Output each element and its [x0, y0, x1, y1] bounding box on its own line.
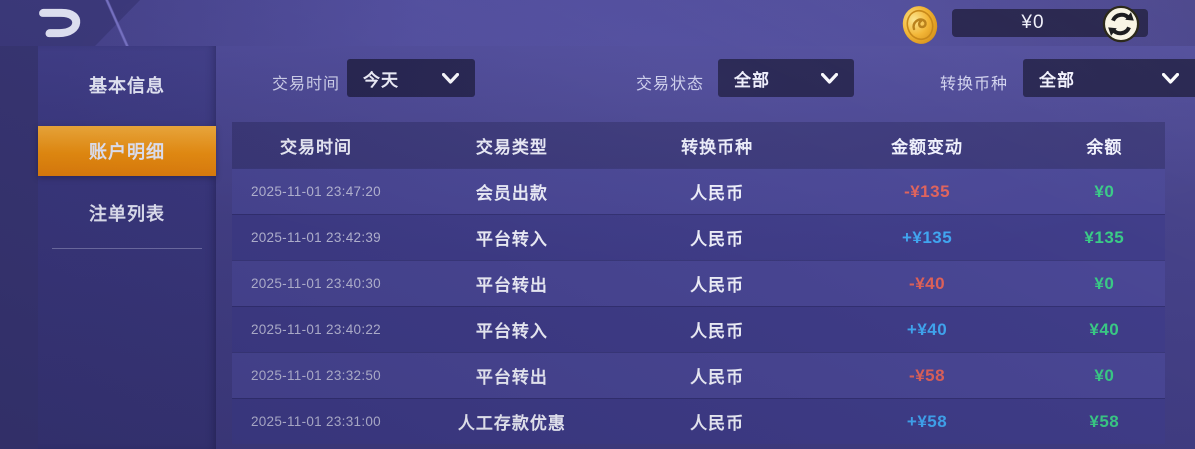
cell-balance: ¥40 [1089, 319, 1120, 339]
cell-balance: ¥0 [1094, 181, 1115, 201]
column-header-currency: 转换币种 [681, 137, 754, 157]
sidebar-item-bet-list[interactable]: 注单列表 [38, 188, 216, 238]
table-row: 2025-11-01 23:31:00 人工存款优惠 人民币 +¥58 ¥58 [232, 398, 1165, 444]
cell-time: 2025-11-01 23:32:50 [250, 368, 381, 383]
dropdown-currency[interactable]: 全部 [1023, 59, 1195, 97]
column-header-balance: 余额 [1086, 137, 1123, 157]
column-header-time: 交易时间 [279, 137, 352, 157]
cell-type: 会员出款 [475, 184, 548, 203]
column-header-type: 交易类型 [475, 137, 548, 157]
dropdown-transaction-time[interactable]: 今天 [347, 59, 475, 97]
cell-amount: -¥135 [904, 181, 951, 201]
top-bar: ¥0 [0, 0, 1195, 46]
cell-currency: 人民币 [690, 322, 745, 341]
diagonal-divider [94, 0, 140, 46]
gold-coin-icon [902, 6, 938, 44]
refresh-arrows-icon [1102, 5, 1140, 43]
chevron-down-icon [442, 72, 459, 84]
sidebar: 基本信息 账户明细 注单列表 [38, 46, 216, 449]
table-row: 2025-11-01 23:32:50 平台转出 人民币 -¥58 ¥0 [232, 352, 1165, 398]
app-logo-icon [39, 8, 81, 38]
chevron-down-icon [821, 72, 838, 84]
table-row: 2025-11-01 23:40:30 平台转出 人民币 -¥40 ¥0 [232, 260, 1165, 306]
cell-type: 平台转入 [475, 230, 548, 249]
cell-amount: +¥135 [901, 227, 953, 247]
cell-balance: ¥58 [1089, 411, 1120, 431]
cell-amount: -¥40 [909, 273, 946, 293]
cell-time: 2025-11-01 23:40:30 [250, 276, 381, 291]
cell-balance: ¥0 [1094, 365, 1115, 385]
sidebar-item-account-details[interactable]: 账户明细 [38, 126, 216, 176]
sidebar-item-label: 基本信息 [89, 76, 165, 96]
transactions-table: 交易时间 交易类型 转换币种 金额变动 余额 2025-11-01 23:47:… [232, 122, 1165, 444]
sidebar-item-label: 账户明细 [89, 142, 165, 162]
cell-currency: 人民币 [690, 368, 745, 387]
filter-label-transaction-time: 交易时间 [272, 76, 341, 93]
cell-time: 2025-11-01 23:42:39 [250, 230, 381, 245]
cell-balance: ¥135 [1084, 227, 1125, 247]
dropdown-value: 全部 [1039, 70, 1075, 90]
chevron-down-icon [1162, 72, 1179, 84]
table-row: 2025-11-01 23:42:39 平台转入 人民币 +¥135 ¥135 [232, 214, 1165, 260]
column-header-amount: 金额变动 [891, 137, 964, 157]
sidebar-item-label: 注单列表 [89, 204, 165, 224]
cell-amount: +¥58 [906, 411, 948, 431]
table-row: 2025-11-01 23:40:22 平台转入 人民币 +¥40 ¥40 [232, 306, 1165, 352]
cell-amount: +¥40 [906, 319, 948, 339]
table-row: 2025-11-01 23:47:20 会员出款 人民币 -¥135 ¥0 [232, 168, 1165, 214]
sidebar-item-basic-info[interactable]: 基本信息 [38, 60, 216, 110]
cell-currency: 人民币 [690, 184, 745, 203]
refresh-button[interactable] [1102, 5, 1140, 43]
filter-label-transaction-status: 交易状态 [636, 76, 705, 93]
balance-amount: ¥0 [1021, 12, 1045, 33]
left-edge-strip [0, 46, 38, 449]
cell-type: 平台转出 [475, 368, 548, 387]
cell-amount: -¥58 [909, 365, 946, 385]
cell-type: 人工存款优惠 [457, 414, 566, 433]
cell-currency: 人民币 [690, 414, 745, 433]
dropdown-value: 全部 [734, 70, 770, 90]
cell-time: 2025-11-01 23:47:20 [250, 184, 381, 199]
dropdown-transaction-status[interactable]: 全部 [718, 59, 854, 97]
cell-balance: ¥0 [1094, 273, 1115, 293]
cell-time: 2025-11-01 23:31:00 [250, 414, 381, 429]
table-header-row: 交易时间 交易类型 转换币种 金额变动 余额 [232, 122, 1165, 168]
dropdown-value: 今天 [363, 70, 399, 90]
sidebar-divider [52, 248, 202, 249]
cell-currency: 人民币 [690, 230, 745, 249]
filter-label-currency: 转换币种 [940, 76, 1009, 93]
cell-type: 平台转出 [475, 276, 548, 295]
cell-time: 2025-11-01 23:40:22 [250, 322, 381, 337]
cell-currency: 人民币 [690, 276, 745, 295]
cell-type: 平台转入 [475, 322, 548, 341]
